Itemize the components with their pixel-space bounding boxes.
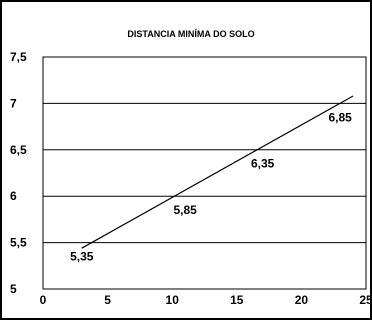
x-axis-ticks: 0 5 10 15 20 25 bbox=[40, 293, 370, 307]
x-tick-label: 15 bbox=[230, 293, 244, 307]
trend-line bbox=[81, 95, 354, 249]
x-tick-label: 0 bbox=[40, 293, 47, 307]
x-tick-label: 5 bbox=[104, 293, 111, 307]
data-label: 6,85 bbox=[328, 110, 352, 124]
series-line bbox=[81, 95, 354, 249]
y-tick-label: 5 bbox=[10, 282, 17, 296]
y-tick-label: 5,5 bbox=[10, 236, 27, 250]
y-axis-ticks: 5 5,5 6 6,5 7 7,5 bbox=[10, 50, 27, 296]
y-tick-label: 6,5 bbox=[10, 143, 27, 157]
data-labels: 5,35 5,85 6,35 6,85 bbox=[70, 110, 352, 263]
y-tick-label: 7,5 bbox=[10, 50, 27, 64]
data-label: 5,85 bbox=[173, 203, 197, 217]
data-label: 6,35 bbox=[251, 157, 275, 171]
gridlines bbox=[43, 102, 366, 244]
data-label: 5,35 bbox=[70, 250, 94, 264]
x-tick-label: 25 bbox=[359, 293, 370, 307]
x-tick-label: 10 bbox=[166, 293, 180, 307]
x-tick-label: 20 bbox=[295, 293, 309, 307]
y-tick-label: 7 bbox=[10, 96, 17, 110]
plot-area bbox=[42, 56, 367, 290]
chart-title: DISTANCIA MINÍMA DO SOLO bbox=[127, 29, 254, 39]
y-tick-label: 6 bbox=[10, 189, 17, 203]
